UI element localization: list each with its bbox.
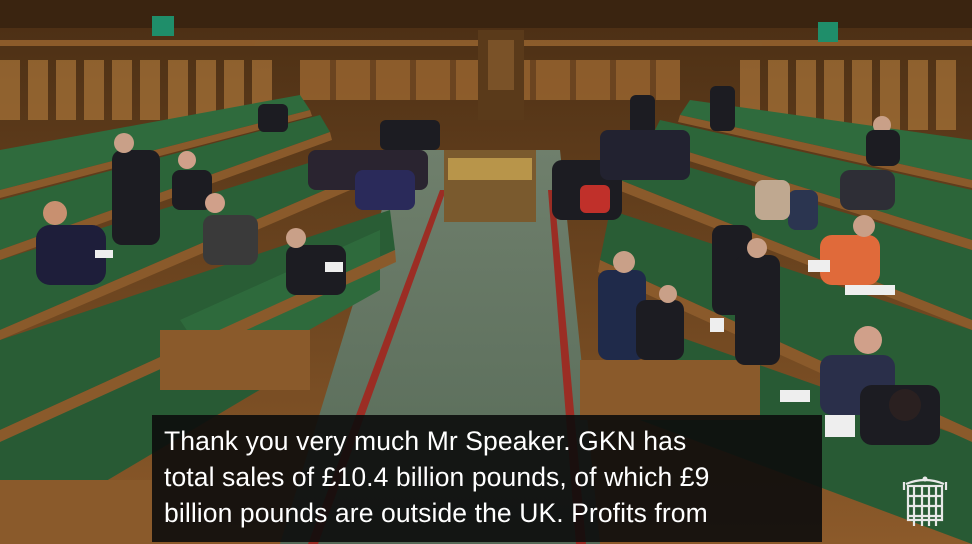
portcullis-icon xyxy=(902,476,948,526)
caption-line-3: billion pounds are outside the UK. Profi… xyxy=(164,498,708,528)
subtitle-caption: Thank you very much Mr Speaker. GKN has … xyxy=(152,415,822,542)
caption-line-2: total sales of £10.4 billion pounds, of … xyxy=(164,462,710,492)
caption-line-1: Thank you very much Mr Speaker. GKN has xyxy=(164,426,687,456)
